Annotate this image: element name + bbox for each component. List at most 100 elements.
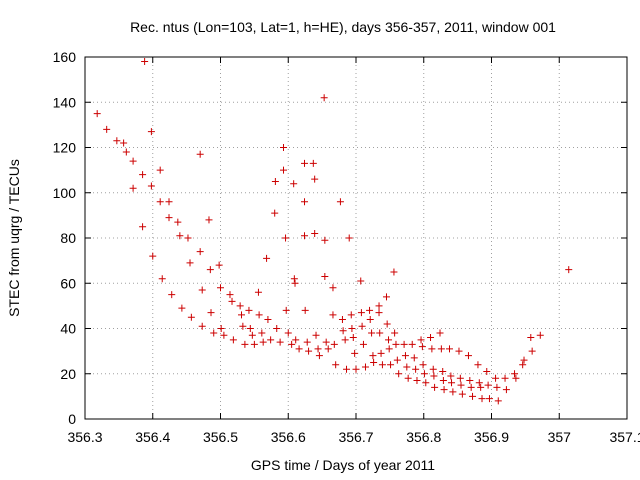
data-point — [149, 252, 157, 260]
data-point — [206, 266, 214, 274]
data-point — [391, 329, 399, 337]
data-point — [178, 304, 186, 312]
data-point — [264, 315, 272, 323]
data-point — [263, 254, 271, 262]
data-point — [431, 383, 439, 391]
data-point — [282, 306, 290, 314]
data-point — [436, 329, 444, 337]
data-point — [417, 336, 425, 344]
data-point — [422, 379, 430, 387]
data-point — [458, 390, 466, 398]
x-tick-label: 356.7 — [338, 429, 373, 445]
data-point — [536, 331, 544, 339]
data-point — [330, 340, 338, 348]
data-point — [376, 329, 384, 337]
data-point — [165, 214, 173, 222]
data-point — [357, 309, 365, 317]
data-point — [303, 338, 311, 346]
data-point — [290, 180, 298, 188]
y-tick-label: 60 — [60, 275, 76, 291]
data-point — [301, 306, 309, 314]
data-point — [229, 336, 237, 344]
data-point — [475, 379, 483, 387]
data-point — [120, 139, 128, 147]
data-point — [315, 352, 323, 360]
data-point — [464, 352, 472, 360]
data-point — [343, 365, 351, 373]
data-point — [419, 361, 427, 369]
data-point — [245, 306, 253, 314]
data-point — [449, 388, 457, 396]
data-point — [377, 349, 385, 357]
data-point — [295, 345, 303, 353]
data-point — [493, 383, 501, 391]
data-point — [392, 340, 400, 348]
data-point — [198, 322, 206, 330]
data-point — [430, 372, 438, 380]
data-point — [412, 365, 420, 373]
data-point — [215, 261, 223, 269]
data-point — [511, 370, 519, 378]
data-point — [321, 272, 329, 280]
y-tick-label: 100 — [53, 185, 77, 201]
data-point — [217, 325, 225, 332]
data-point — [186, 259, 194, 267]
data-point — [361, 363, 369, 371]
data-point — [338, 315, 346, 323]
data-point — [220, 331, 228, 339]
data-point — [485, 395, 493, 403]
data-point — [113, 137, 121, 145]
data-point — [403, 363, 411, 371]
data-point — [129, 157, 137, 165]
x-tick-label: 356.8 — [406, 429, 441, 445]
data-point — [139, 171, 147, 179]
data-point — [301, 232, 309, 240]
data-point — [520, 356, 528, 364]
data-point — [271, 209, 279, 217]
y-tick-label: 40 — [60, 321, 76, 337]
data-point — [439, 367, 447, 375]
y-tick-label: 120 — [53, 140, 77, 156]
data-point — [284, 329, 292, 337]
x-tick-label: 357.1 — [609, 429, 640, 445]
data-point — [512, 374, 520, 382]
data-point — [341, 336, 349, 344]
x-axis-label: GPS time / Days of year 2011 — [251, 457, 435, 473]
data-points — [93, 58, 573, 405]
data-point — [290, 275, 298, 283]
data-point — [280, 144, 288, 151]
data-point — [226, 291, 234, 299]
data-point — [187, 313, 195, 321]
x-tick-label: 356.3 — [67, 429, 102, 445]
data-point — [267, 336, 275, 344]
data-point — [322, 338, 330, 346]
data-point — [288, 340, 296, 348]
data-point — [467, 383, 475, 391]
x-tick-labels: 356.3 356.4 356.5 356.6 356.7 356.8 356.9 357 35… — [67, 429, 640, 445]
data-point — [383, 320, 391, 328]
data-point — [420, 370, 428, 378]
data-point — [246, 325, 254, 332]
data-point — [385, 345, 393, 353]
data-point — [428, 345, 436, 353]
data-point — [239, 322, 247, 330]
data-point — [477, 383, 485, 391]
data-point — [228, 297, 236, 305]
data-point — [205, 216, 213, 224]
data-point — [273, 325, 281, 332]
data-point — [352, 365, 360, 373]
data-point — [387, 361, 395, 369]
data-point — [141, 58, 149, 66]
data-point — [395, 370, 403, 378]
data-point — [375, 302, 383, 310]
data-point — [207, 309, 215, 317]
data-point — [404, 374, 412, 382]
data-point — [440, 386, 448, 394]
y-tick-label: 80 — [60, 230, 76, 246]
data-point — [478, 395, 486, 403]
data-point — [418, 343, 426, 351]
data-point — [168, 291, 176, 299]
data-point — [291, 279, 299, 287]
data-point — [427, 334, 435, 342]
